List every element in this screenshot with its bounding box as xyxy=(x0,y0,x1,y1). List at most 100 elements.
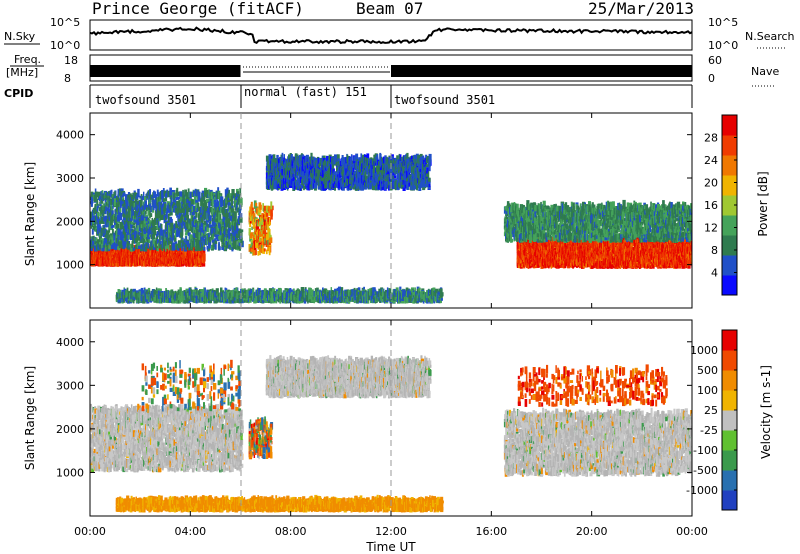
power-cell xyxy=(184,226,188,232)
power-cell xyxy=(204,199,208,208)
power-cell xyxy=(201,232,204,237)
power-cell xyxy=(160,243,163,250)
power-cell xyxy=(110,235,112,240)
power-cell xyxy=(117,188,120,198)
power-cell xyxy=(205,202,208,207)
power-cell xyxy=(156,230,160,235)
power-cell xyxy=(170,245,174,251)
power-cell xyxy=(119,222,123,230)
power-cell xyxy=(144,200,148,205)
power-cell xyxy=(101,228,105,236)
power-cell xyxy=(94,249,96,255)
power-cell xyxy=(231,231,235,234)
power-cell xyxy=(206,226,209,233)
power-cell xyxy=(267,165,271,170)
power-cell xyxy=(157,203,160,212)
power-cell xyxy=(222,215,225,224)
power-cell xyxy=(105,206,107,212)
power-cell xyxy=(106,245,109,250)
power-cell xyxy=(236,227,239,234)
power-cell xyxy=(149,199,151,204)
power-cell xyxy=(132,206,135,210)
power-cell xyxy=(110,212,113,220)
nsearch-label: N.Search xyxy=(745,30,795,43)
power-cell xyxy=(183,244,188,252)
power-cell xyxy=(175,221,178,228)
power-cell xyxy=(133,219,137,223)
power-cell xyxy=(154,218,157,224)
power-cell xyxy=(208,237,212,242)
power-cell xyxy=(164,203,167,212)
power-cell xyxy=(234,193,237,199)
power-cell xyxy=(131,240,134,248)
power-cell xyxy=(229,243,232,248)
power-cell xyxy=(160,224,163,229)
power-cell xyxy=(136,201,140,207)
power-cell xyxy=(214,207,218,216)
power-cell xyxy=(108,247,111,252)
power-cell xyxy=(121,232,124,241)
power-cell xyxy=(191,212,195,216)
power-cell xyxy=(99,226,102,232)
power-cell xyxy=(136,232,140,241)
power-cell xyxy=(197,206,200,212)
power-cell xyxy=(195,223,198,230)
power-cell xyxy=(170,239,173,248)
power-cell xyxy=(138,218,141,222)
power-cell xyxy=(101,243,104,252)
power-cell xyxy=(216,199,219,208)
power-cell xyxy=(191,240,195,248)
power-cell xyxy=(228,233,232,241)
power-cell xyxy=(134,232,138,237)
power-cell xyxy=(196,241,200,250)
power-cell xyxy=(205,199,210,203)
cpid-label: CPID xyxy=(4,87,33,100)
power-cell xyxy=(108,226,111,233)
power-cell xyxy=(136,207,139,212)
power-cell xyxy=(156,239,160,244)
power-cell xyxy=(153,200,156,209)
power-cell xyxy=(210,201,213,207)
power-cell xyxy=(240,229,244,233)
power-cell xyxy=(213,197,217,203)
power-cell xyxy=(200,200,204,207)
power-cell xyxy=(157,228,161,232)
power-cell xyxy=(227,230,231,235)
power-cell xyxy=(92,244,95,253)
power-cell xyxy=(223,237,226,243)
power-cell xyxy=(141,229,144,234)
date-title: 25/Mar/2013 xyxy=(588,0,694,18)
power-cell xyxy=(147,226,151,236)
power-cell xyxy=(186,214,190,221)
power-cell xyxy=(110,218,113,225)
power-cell xyxy=(115,202,118,207)
power-cell xyxy=(170,222,174,228)
power-cell xyxy=(215,225,218,231)
power-cell xyxy=(206,214,209,221)
power-cell xyxy=(100,195,104,204)
power-cell xyxy=(114,217,117,223)
power-cell xyxy=(181,228,184,236)
power-cell xyxy=(90,218,93,226)
power-cell xyxy=(176,196,180,200)
power-cell xyxy=(137,241,141,249)
power-cell xyxy=(108,195,110,204)
power-cell xyxy=(116,225,119,230)
power-cell xyxy=(217,206,221,215)
power-cell xyxy=(239,230,241,239)
power-cell xyxy=(171,261,174,265)
power-cell xyxy=(182,240,184,244)
power-cell xyxy=(168,213,170,221)
power-cell xyxy=(108,234,111,238)
power-cell xyxy=(115,244,117,251)
power-cell xyxy=(188,233,191,241)
power-cell xyxy=(228,222,233,228)
power-cell xyxy=(105,243,108,252)
power-cell xyxy=(116,228,119,237)
power-cell xyxy=(134,192,137,199)
power-cell xyxy=(131,213,133,221)
power-cell xyxy=(203,208,206,213)
power-cell xyxy=(181,224,183,232)
power-cell xyxy=(129,193,132,197)
power-cell xyxy=(201,247,205,251)
